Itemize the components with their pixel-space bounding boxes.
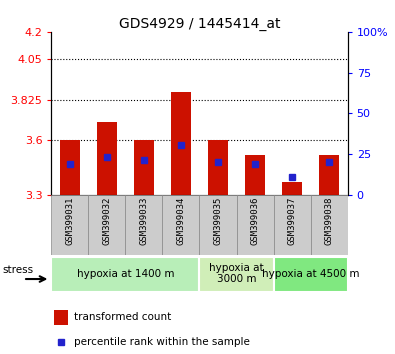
- Bar: [88, 195, 126, 255]
- Bar: [199, 195, 237, 255]
- Bar: [162, 195, 199, 255]
- Bar: [126, 195, 162, 255]
- Text: GSM399033: GSM399033: [139, 196, 149, 245]
- Text: percentile rank within the sample: percentile rank within the sample: [73, 337, 250, 347]
- Bar: [171, 92, 191, 195]
- Bar: [274, 195, 310, 255]
- Bar: [60, 141, 80, 195]
- Title: GDS4929 / 1445414_at: GDS4929 / 1445414_at: [119, 17, 280, 31]
- Text: hypoxia at
3000 m: hypoxia at 3000 m: [209, 263, 264, 284]
- Bar: [97, 122, 117, 195]
- Bar: [237, 195, 274, 255]
- Bar: [245, 155, 265, 195]
- Text: hypoxia at 4500 m: hypoxia at 4500 m: [262, 269, 359, 279]
- Text: GSM399034: GSM399034: [177, 196, 186, 245]
- Bar: [310, 195, 348, 255]
- Bar: [199, 257, 274, 292]
- Text: stress: stress: [3, 265, 34, 275]
- Text: GSM399038: GSM399038: [325, 196, 334, 245]
- Bar: [134, 141, 154, 195]
- Bar: [51, 257, 199, 292]
- Text: transformed count: transformed count: [73, 312, 171, 322]
- Bar: [55, 310, 68, 325]
- Text: GSM399035: GSM399035: [213, 196, 222, 245]
- Text: GSM399032: GSM399032: [102, 196, 111, 245]
- Bar: [51, 195, 88, 255]
- Bar: [274, 257, 348, 292]
- Text: GSM399031: GSM399031: [65, 196, 74, 245]
- Bar: [282, 182, 302, 195]
- Text: GSM399036: GSM399036: [250, 196, 260, 245]
- Bar: [319, 155, 339, 195]
- Text: hypoxia at 1400 m: hypoxia at 1400 m: [77, 269, 174, 279]
- Bar: [208, 141, 228, 195]
- Text: GSM399037: GSM399037: [288, 196, 297, 245]
